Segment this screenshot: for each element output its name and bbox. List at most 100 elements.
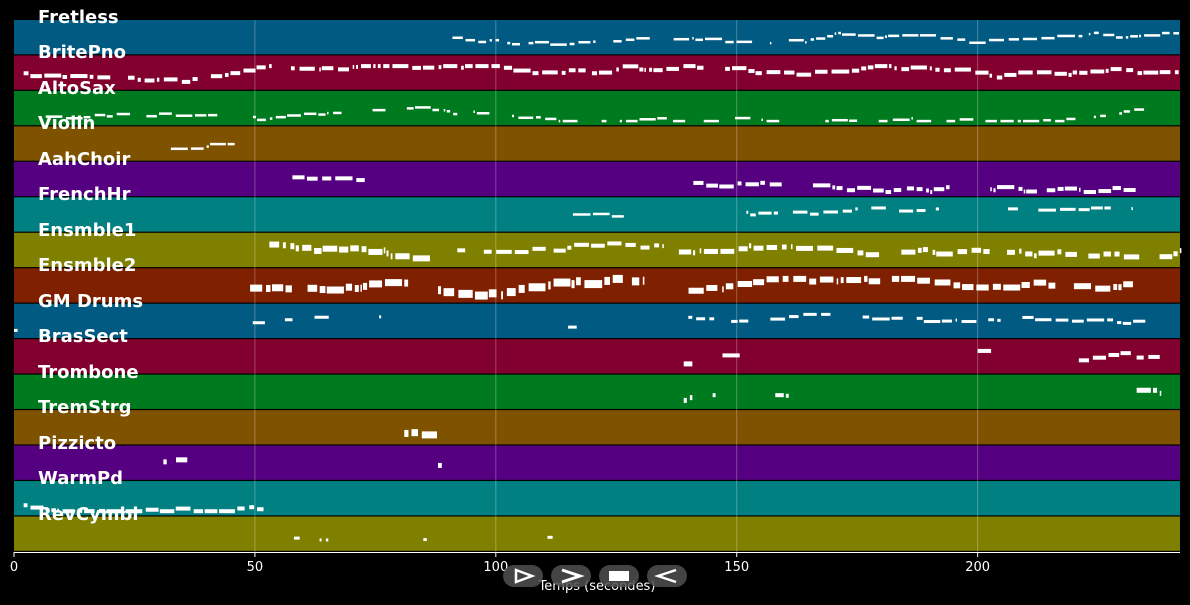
note xyxy=(290,243,295,250)
note xyxy=(145,507,159,512)
track-lane[interactable] xyxy=(14,90,1180,126)
note xyxy=(1092,355,1107,360)
rewind-button[interactable] xyxy=(647,565,687,587)
note xyxy=(874,64,888,69)
note xyxy=(1159,254,1173,260)
note xyxy=(438,65,442,70)
note xyxy=(318,113,326,116)
note xyxy=(1131,207,1133,211)
track-lane[interactable] xyxy=(14,161,1180,197)
note xyxy=(954,67,971,72)
note xyxy=(465,64,473,69)
note xyxy=(170,147,188,151)
note xyxy=(458,289,473,298)
note xyxy=(1173,32,1179,35)
note xyxy=(770,317,786,321)
note xyxy=(453,112,458,116)
note xyxy=(483,249,492,254)
note xyxy=(584,280,603,289)
note xyxy=(1026,189,1037,194)
note xyxy=(836,247,854,253)
note xyxy=(45,115,63,118)
note xyxy=(443,109,446,112)
forward-button[interactable] xyxy=(551,565,591,587)
track-lane[interactable] xyxy=(14,410,1180,445)
note xyxy=(257,507,264,512)
note xyxy=(518,116,534,120)
note xyxy=(532,71,539,76)
note xyxy=(631,277,640,286)
note xyxy=(550,43,567,46)
track-lane[interactable] xyxy=(14,374,1180,409)
note xyxy=(992,283,1001,290)
track-name: BrasSect xyxy=(38,326,128,348)
note xyxy=(932,249,936,255)
note xyxy=(1017,119,1021,123)
note xyxy=(443,64,458,69)
note xyxy=(916,187,923,192)
note xyxy=(219,509,235,514)
note xyxy=(568,325,577,329)
note xyxy=(654,243,660,248)
track-lane[interactable] xyxy=(14,445,1180,480)
note xyxy=(271,284,284,292)
note xyxy=(503,65,513,70)
play-button[interactable] xyxy=(503,565,543,587)
note xyxy=(792,210,808,214)
track-lane[interactable] xyxy=(14,339,1180,374)
note xyxy=(547,535,553,539)
note xyxy=(936,251,953,257)
note xyxy=(919,34,937,37)
track-name: BritePno xyxy=(38,42,126,64)
track-lane[interactable] xyxy=(14,126,1180,161)
note xyxy=(838,31,841,35)
note xyxy=(842,209,852,213)
piano-roll[interactable] xyxy=(0,0,1190,560)
note xyxy=(888,34,900,38)
note xyxy=(825,119,829,123)
note xyxy=(1139,34,1141,38)
note xyxy=(542,70,558,75)
note xyxy=(1125,36,1129,39)
note xyxy=(738,246,748,252)
note xyxy=(1098,189,1112,194)
track-name: Violin xyxy=(38,113,96,135)
track-lane[interactable] xyxy=(14,516,1180,551)
note xyxy=(128,75,135,80)
stop-button[interactable] xyxy=(599,565,639,587)
note xyxy=(99,508,106,513)
note xyxy=(23,503,28,508)
note xyxy=(62,509,75,514)
track-lane[interactable] xyxy=(14,20,1180,55)
note xyxy=(302,244,312,251)
note xyxy=(625,242,636,247)
track-lane[interactable] xyxy=(14,232,1180,268)
note xyxy=(1035,318,1052,322)
note xyxy=(990,187,992,192)
note xyxy=(345,283,353,291)
track-name: AltoSax xyxy=(38,77,116,99)
note xyxy=(474,291,488,300)
note xyxy=(576,277,581,286)
note xyxy=(760,180,765,185)
note xyxy=(878,119,888,123)
note xyxy=(257,118,266,122)
note xyxy=(749,243,752,249)
note xyxy=(1059,207,1076,211)
note xyxy=(696,317,706,321)
note xyxy=(1008,38,1020,41)
note xyxy=(443,288,455,297)
note xyxy=(840,277,844,284)
note xyxy=(719,184,734,189)
track-lane[interactable] xyxy=(14,303,1180,338)
note xyxy=(891,316,903,320)
note xyxy=(404,429,409,437)
note xyxy=(796,245,813,251)
note xyxy=(295,245,299,252)
note xyxy=(193,509,204,514)
note xyxy=(893,188,902,193)
note xyxy=(548,281,551,290)
note xyxy=(735,116,751,120)
note xyxy=(901,67,910,72)
note xyxy=(528,41,534,45)
